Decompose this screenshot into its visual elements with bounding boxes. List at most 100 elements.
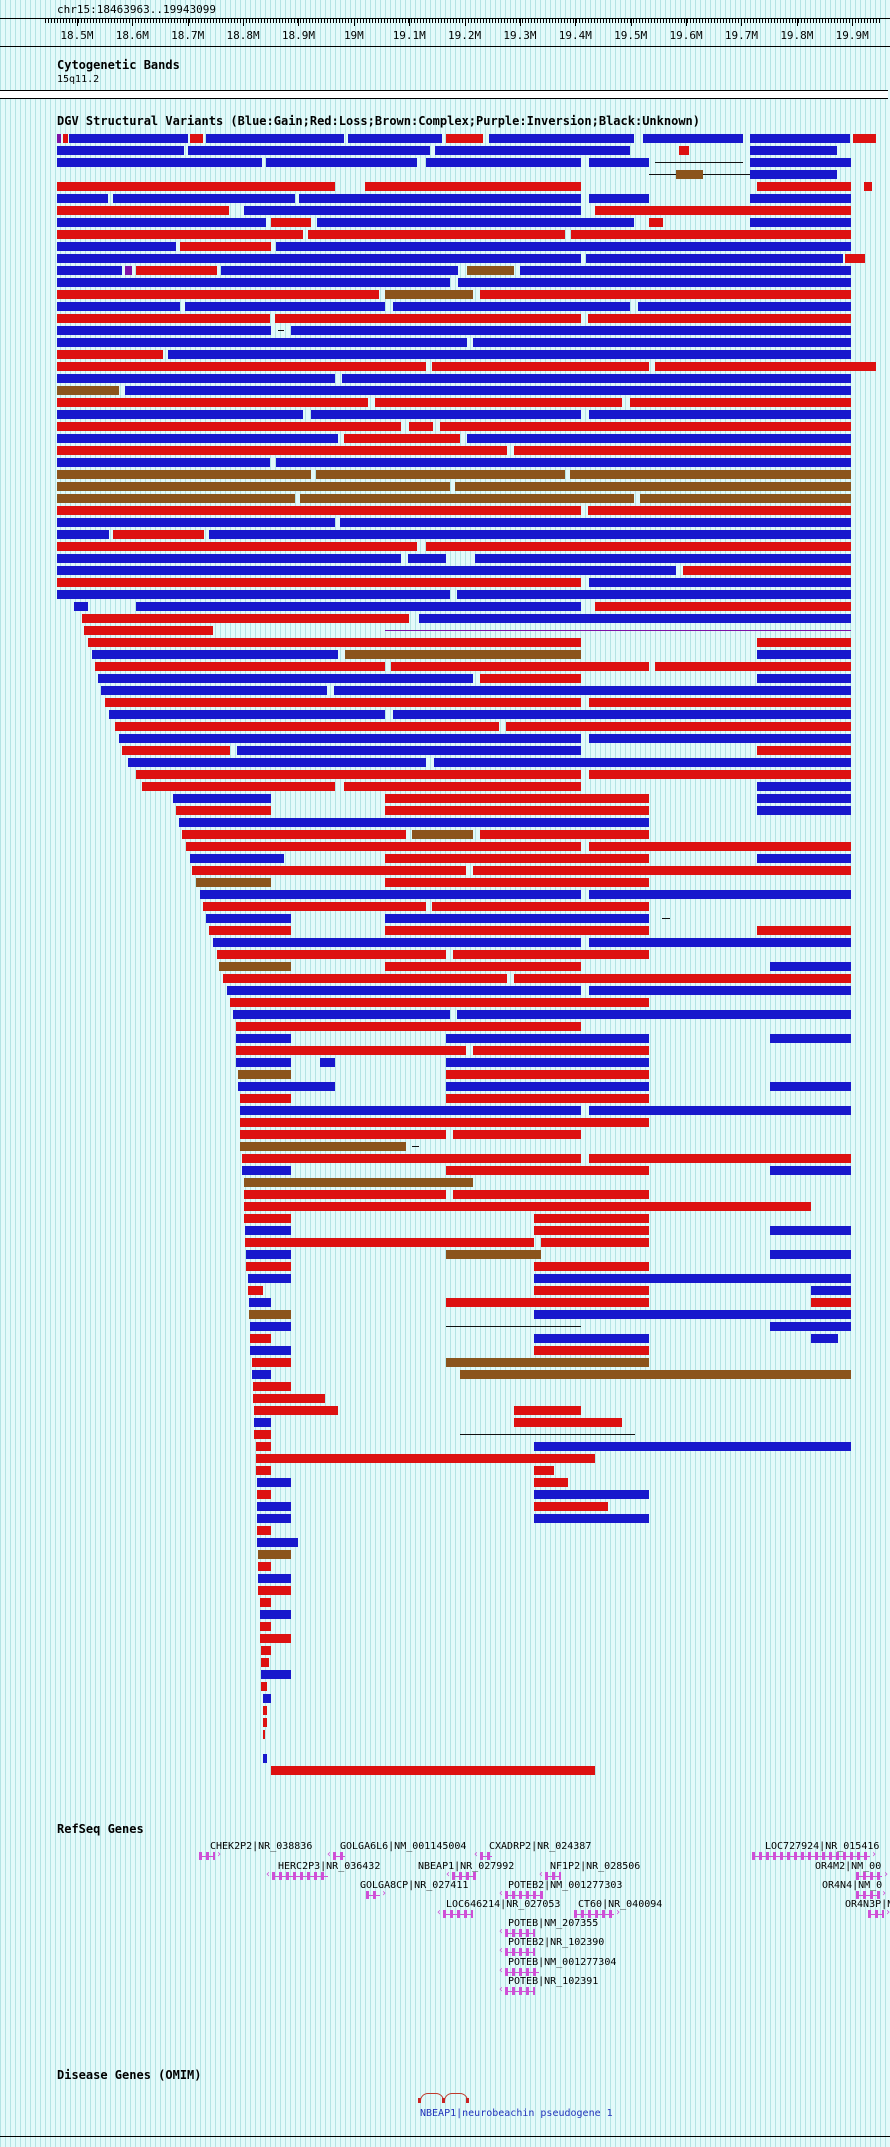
variant-segment[interactable]	[124, 386, 852, 395]
variant-segment[interactable]	[251, 1358, 292, 1367]
gene-glyph[interactable]: ‹	[498, 1889, 543, 1899]
variant-segment[interactable]	[844, 254, 866, 263]
variant-segment[interactable]	[260, 1646, 271, 1655]
gene-glyph[interactable]: ›	[868, 1908, 890, 1918]
variant-segment[interactable]	[534, 1442, 852, 1451]
gene-label[interactable]: NBEAP1|NR_027992	[418, 1861, 515, 1872]
variant-segment[interactable]	[240, 1118, 650, 1127]
variant-segment[interactable]	[446, 1034, 650, 1043]
variant-segment[interactable]	[101, 686, 328, 695]
variant-segment[interactable]	[57, 134, 62, 143]
variant-segment[interactable]	[519, 266, 852, 275]
variant-segment[interactable]	[340, 518, 852, 527]
variant-segment[interactable]	[749, 146, 837, 155]
variant-segment[interactable]	[200, 890, 582, 899]
variant-segment[interactable]	[57, 506, 582, 515]
variant-segment[interactable]	[589, 194, 650, 203]
variant-segment[interactable]	[534, 1286, 650, 1295]
variant-segment[interactable]	[456, 1010, 852, 1019]
variant-segment[interactable]	[236, 1034, 292, 1043]
variant-segment[interactable]	[186, 842, 582, 851]
variant-segment[interactable]	[57, 458, 270, 467]
variant-segment[interactable]	[270, 1766, 596, 1775]
variant-segment[interactable]	[534, 1214, 650, 1223]
variant-segment[interactable]	[57, 518, 336, 527]
variant-segment[interactable]	[57, 434, 338, 443]
variant-segment[interactable]	[342, 374, 852, 383]
variant-segment[interactable]	[216, 950, 447, 959]
variant-segment[interactable]	[446, 1070, 650, 1079]
variant-segment[interactable]	[863, 182, 872, 191]
variant-segment[interactable]	[121, 746, 230, 755]
variant-segment[interactable]	[276, 242, 852, 251]
variant-segment[interactable]	[757, 674, 852, 683]
variant-segment[interactable]	[446, 134, 483, 143]
variant-segment[interactable]	[74, 602, 89, 611]
variant-segment[interactable]	[256, 1478, 292, 1487]
variant-segment[interactable]	[489, 134, 635, 143]
gene-glyph[interactable]: ‹	[498, 1927, 535, 1937]
variant-segment[interactable]	[433, 758, 852, 767]
variant-segment[interactable]	[385, 794, 650, 803]
variant-segment[interactable]	[57, 278, 451, 287]
variant-segment[interactable]	[57, 218, 266, 227]
variant-segment[interactable]	[534, 1226, 650, 1235]
variant-segment[interactable]	[247, 1286, 264, 1295]
variant-segment[interactable]	[243, 206, 582, 215]
variant-segment[interactable]	[173, 794, 271, 803]
variant-segment[interactable]	[57, 254, 582, 263]
variant-segment[interactable]	[391, 662, 650, 671]
variant-segment[interactable]	[385, 926, 650, 935]
variant-segment[interactable]	[254, 1418, 271, 1427]
variant-segment[interactable]	[247, 1274, 292, 1283]
variant-segment[interactable]	[246, 1250, 292, 1259]
variant-segment[interactable]	[757, 854, 852, 863]
variant-segment[interactable]	[589, 842, 852, 851]
variant-segment[interactable]	[589, 1154, 852, 1163]
variant-segment[interactable]	[456, 590, 852, 599]
variant-segment[interactable]	[589, 770, 852, 779]
variant-segment[interactable]	[57, 302, 180, 311]
variant-segment[interactable]	[206, 134, 344, 143]
variant-segment[interactable]	[570, 230, 852, 239]
variant-segment[interactable]	[57, 194, 108, 203]
variant-segment[interactable]	[455, 482, 852, 491]
variant-segment[interactable]	[248, 1310, 292, 1319]
variant-segment[interactable]	[209, 530, 852, 539]
variant-segment[interactable]	[319, 1058, 336, 1067]
variant-segment[interactable]	[258, 1574, 292, 1583]
variant-segment[interactable]	[466, 434, 852, 443]
variant-segment[interactable]	[250, 1346, 292, 1355]
variant-segment[interactable]	[534, 1334, 650, 1343]
variant-segment[interactable]	[57, 386, 120, 395]
variant-segment[interactable]	[479, 290, 852, 299]
variant-segment[interactable]	[534, 1514, 650, 1523]
variant-segment[interactable]	[757, 794, 852, 803]
variant-segment[interactable]	[425, 542, 852, 551]
gene-glyph[interactable]: ›	[856, 1889, 887, 1899]
variant-segment[interactable]	[642, 134, 744, 143]
variant-segment[interactable]	[262, 1694, 271, 1703]
variant-segment[interactable]	[258, 1586, 292, 1595]
gene-label[interactable]: GOLGA8CP|NR_027411	[360, 1880, 469, 1891]
variant-segment[interactable]	[446, 1082, 650, 1091]
variant-segment[interactable]	[300, 494, 635, 503]
variant-segment[interactable]	[57, 566, 677, 575]
variant-segment[interactable]	[458, 278, 852, 287]
variant-segment[interactable]	[534, 1274, 852, 1283]
gene-label[interactable]: CT60|NR_040094	[578, 1899, 663, 1910]
variant-segment[interactable]	[514, 974, 852, 983]
variant-segment[interactable]	[435, 146, 631, 155]
variant-segment[interactable]	[595, 206, 852, 215]
variant-segment[interactable]	[453, 1190, 650, 1199]
variant-segment[interactable]	[587, 314, 852, 323]
variant-segment[interactable]	[256, 1442, 271, 1451]
variant-segment[interactable]	[237, 1082, 336, 1091]
gene-glyph[interactable]: ‹	[436, 1908, 473, 1918]
gene-glyph[interactable]: ›	[199, 1850, 222, 1860]
gene-label[interactable]: NF1P2|NR_028506	[550, 1861, 641, 1872]
variant-segment[interactable]	[220, 266, 459, 275]
gene-glyph[interactable]: ‹	[498, 1985, 535, 1995]
variant-segment[interactable]	[589, 578, 852, 587]
variant-segment[interactable]	[57, 374, 336, 383]
